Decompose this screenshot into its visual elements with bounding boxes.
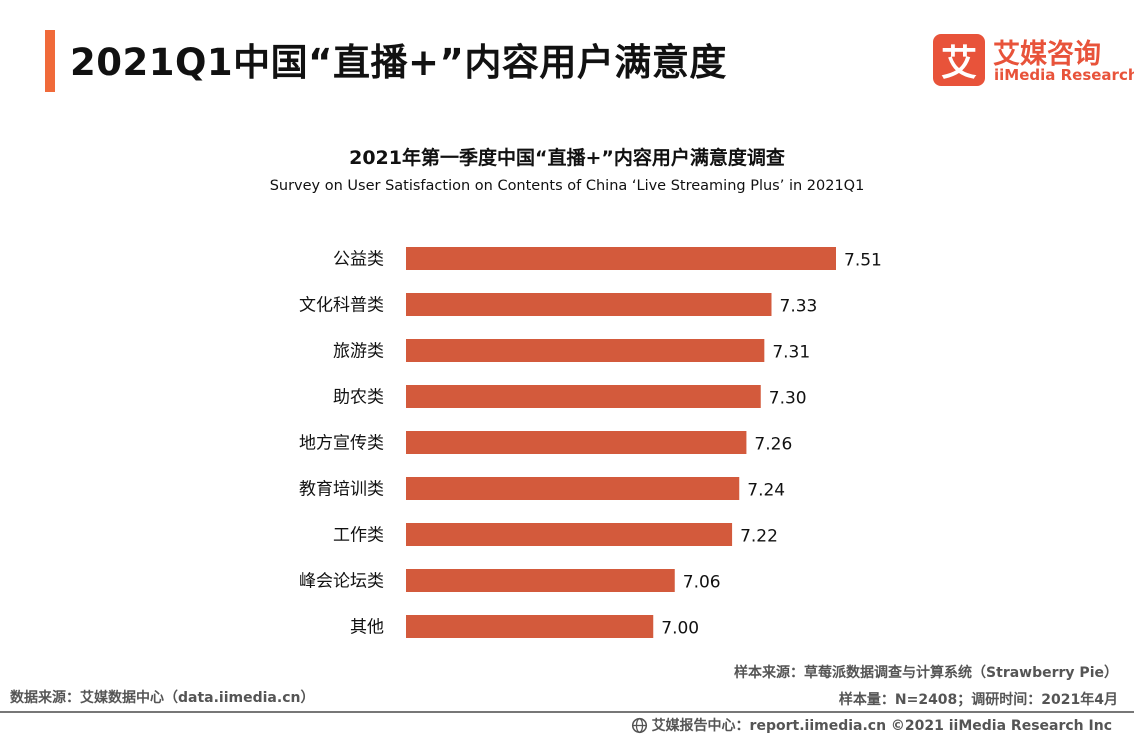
footer-text: 艾媒报告中心：report.iimedia.cn ©2021 iiMedia R… bbox=[651, 718, 1112, 734]
chart-title: 2021年第一季度中国“直播+”内容用户满意度调查 bbox=[349, 147, 785, 169]
page-title: 2021Q1中国“直播+”内容用户满意度 bbox=[70, 41, 727, 84]
sample-size-note: 样本量：N=2408；调研时间：2021年4月 bbox=[838, 692, 1118, 708]
category-label: 工作类 bbox=[333, 526, 384, 546]
sample-source-note: 样本来源：草莓派数据调查与计算系统（Strawberry Pie） bbox=[734, 665, 1118, 681]
bar-4 bbox=[406, 385, 761, 408]
category-label: 峰会论坛类 bbox=[299, 572, 384, 592]
logo-name-cn: 艾媒咨询 bbox=[993, 39, 1101, 70]
value-label: 7.33 bbox=[780, 297, 818, 317]
value-label: 7.00 bbox=[661, 619, 699, 639]
value-label: 7.51 bbox=[844, 251, 882, 271]
title-accent-bar bbox=[45, 30, 55, 92]
data-source-note: 数据来源：艾媒数据中心（data.iimedia.cn） bbox=[10, 690, 315, 706]
bar-7 bbox=[406, 523, 733, 546]
bar-1 bbox=[406, 247, 836, 270]
category-label: 教育培训类 bbox=[299, 480, 384, 500]
value-label: 7.06 bbox=[683, 573, 721, 593]
bar-2 bbox=[406, 293, 772, 316]
logo-name-en: iiMedia Research bbox=[994, 66, 1134, 84]
value-label: 7.31 bbox=[772, 343, 810, 363]
category-label: 旅游类 bbox=[333, 342, 384, 362]
value-label: 7.30 bbox=[769, 389, 807, 409]
category-label: 地方宣传类 bbox=[299, 434, 384, 454]
footer: 艾媒报告中心：report.iimedia.cn ©2021 iiMedia R… bbox=[631, 715, 1112, 735]
value-label: 7.26 bbox=[754, 435, 792, 455]
category-label: 公益类 bbox=[333, 250, 384, 270]
bar-3 bbox=[406, 339, 765, 362]
category-label: 助农类 bbox=[333, 388, 384, 408]
logo-mark-icon: 艾 bbox=[933, 34, 985, 86]
bar-9 bbox=[406, 615, 654, 638]
bar-8 bbox=[406, 569, 675, 592]
category-label: 文化科普类 bbox=[299, 296, 384, 316]
footer-divider bbox=[0, 711, 1134, 713]
value-label: 7.22 bbox=[740, 527, 778, 547]
category-label: 其他 bbox=[350, 618, 384, 638]
globe-icon bbox=[631, 717, 647, 733]
bar-5 bbox=[406, 431, 747, 454]
iimedia-logo: 艾 艾媒咨询 iiMedia Research bbox=[933, 32, 1134, 88]
value-label: 7.24 bbox=[747, 481, 785, 501]
bar-6 bbox=[406, 477, 740, 500]
chart-subtitle: Survey on User Satisfaction on Contents … bbox=[269, 178, 865, 194]
